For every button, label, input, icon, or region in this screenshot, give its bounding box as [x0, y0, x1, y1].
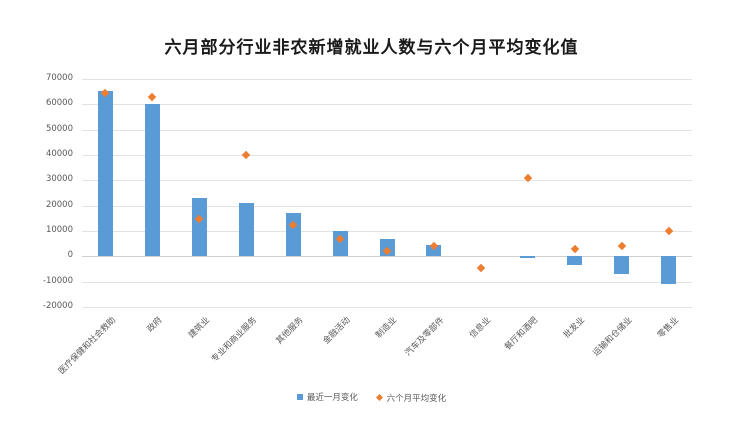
gridline	[82, 104, 692, 105]
x-tick-label: 建筑业	[186, 315, 212, 341]
x-tick-label: 汽车及零部件	[403, 315, 447, 359]
diamond-marker[interactable]	[617, 241, 626, 250]
gridline	[82, 180, 692, 181]
diamond-marker[interactable]	[148, 92, 157, 101]
gridline	[82, 155, 692, 156]
x-tick-label: 金融活动	[321, 315, 353, 347]
x-tick-label: 餐厅和酒吧	[503, 315, 541, 353]
y-tick-label: -20000	[42, 301, 73, 311]
gridline	[82, 231, 692, 232]
diamond-marker[interactable]	[664, 226, 673, 236]
gridline	[82, 307, 692, 308]
legend-label-bar: 最近一月变化	[306, 393, 358, 403]
bar[interactable]	[144, 104, 160, 257]
y-tick-label: 60000	[45, 98, 73, 109]
gridline	[82, 256, 692, 257]
x-tick-label: 零售业	[655, 315, 682, 341]
y-tick-label: 40000	[45, 149, 73, 159]
diamond-marker-icon	[375, 393, 383, 402]
legend-item-marker[interactable]: 六个月平均变化	[375, 392, 447, 404]
gridline	[82, 206, 692, 207]
bar[interactable]	[567, 256, 583, 266]
legend: 最近一月变化 六个月平均变化	[0, 391, 743, 404]
x-tick-label: 信息业	[468, 315, 494, 341]
y-tick-label: 10000	[45, 225, 73, 235]
y-tick-label: 20000	[45, 199, 73, 210]
x-tick-label: 其他服务	[274, 315, 306, 347]
y-tick-label: 50000	[45, 123, 73, 134]
legend-item-bar[interactable]: 最近一月变化	[296, 391, 358, 403]
bar[interactable]	[614, 256, 630, 274]
bar[interactable]	[661, 256, 677, 285]
gridline	[82, 130, 692, 131]
y-tick-label: -10000	[42, 275, 73, 286]
diamond-marker[interactable]	[241, 150, 251, 160]
x-tick-label: 批发业	[562, 315, 588, 341]
y-tick-label: 70000	[45, 73, 73, 83]
gridline	[82, 282, 692, 283]
x-tick-label: 制造业	[374, 315, 400, 341]
y-tick-label: 0	[67, 250, 73, 261]
x-tick-label: 专业和商业服务	[209, 315, 259, 365]
gridline	[82, 79, 692, 80]
bar-swatch-icon	[296, 394, 303, 400]
bar[interactable]	[520, 256, 536, 259]
bar[interactable]	[97, 90, 113, 257]
x-tick-label: 运输和仓储业	[590, 315, 635, 359]
bar[interactable]	[285, 213, 301, 257]
x-tick-label: 政府	[145, 315, 165, 335]
legend-label-marker: 六个月平均变化	[386, 393, 447, 404]
bar[interactable]	[238, 203, 254, 257]
diamond-marker[interactable]	[570, 244, 579, 253]
diamond-marker[interactable]	[476, 263, 486, 272]
bar[interactable]	[191, 198, 207, 257]
y-tick-label: 30000	[45, 174, 73, 185]
chart-title: 六月部分行业非农新增就业人数与六个月平均变化值	[164, 38, 579, 58]
x-tick-label: 医疗保健和社会救助	[56, 315, 118, 377]
bar[interactable]	[426, 245, 442, 257]
